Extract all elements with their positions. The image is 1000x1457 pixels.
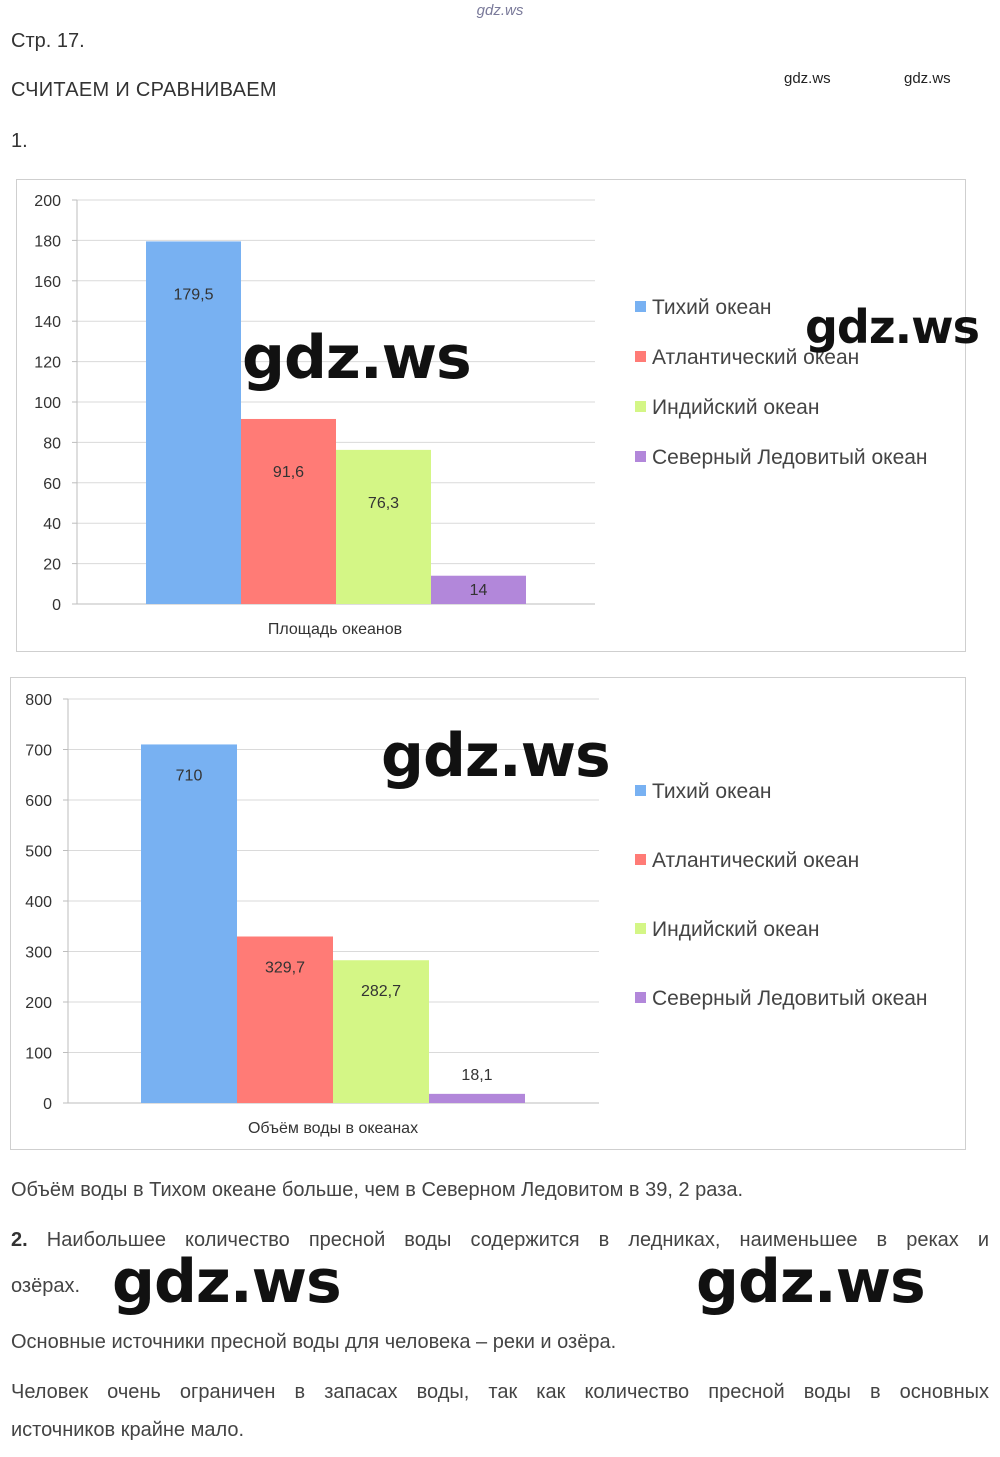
legend-label: Атлантический океан bbox=[652, 849, 860, 872]
chart-legend: Тихий океан Атлантический океан Индийский … bbox=[635, 296, 955, 496]
y-tick-label: 0 bbox=[52, 597, 61, 614]
legend-swatch bbox=[635, 401, 646, 412]
bar-северный-ледовитый-океан bbox=[431, 575, 526, 604]
legend-label: Северный Ледовитый океан bbox=[652, 987, 928, 1010]
chart-volume-svg: 0 100 200 300 400 500 600 700 800 710 329,7 282,7 18… bbox=[25, 692, 599, 1137]
paragraph-task-2-line-1: 2. Наибольшее количество пресной воды со… bbox=[11, 1230, 989, 1250]
paragraph-task-2-line-2: озёрах. bbox=[11, 1275, 80, 1297]
legend-item-северный-ледовитый-океан: Северный Ледовитый океан bbox=[635, 987, 928, 1011]
chart-legend: Тихий океан Атлантический океан Индийский … bbox=[635, 780, 960, 1030]
y-tick-label: 200 bbox=[25, 995, 52, 1012]
data-label-атлантический-океан: 91,6 bbox=[273, 464, 304, 481]
legend-item-тихий-океан: Тихий океан bbox=[635, 780, 772, 804]
section-title: СЧИТАЕМ И СРАВНИВАЕМ bbox=[11, 79, 277, 101]
watermark-chart1-center: gdz.ws bbox=[242, 323, 472, 393]
y-tick-label: 40 bbox=[43, 516, 61, 533]
y-tick-label: 20 bbox=[43, 557, 61, 574]
data-label-индийский-океан: 76,3 bbox=[368, 495, 399, 512]
y-tick-label: 120 bbox=[34, 355, 61, 372]
legend-label: Атлантический океан bbox=[652, 346, 860, 369]
bar-тихий-океан bbox=[141, 744, 237, 1103]
y-tick-label: 80 bbox=[43, 435, 61, 452]
data-label-северный-ледовитый-океан: 18,1 bbox=[461, 1067, 492, 1084]
legend-item-атлантический-океан: Атлантический океан bbox=[635, 849, 859, 873]
top-watermark: gdz.ws bbox=[476, 2, 524, 19]
y-tick-label: 0 bbox=[43, 1096, 52, 1113]
y-tick-label: 600 bbox=[25, 793, 52, 810]
legend-item-северный-ледовитый-океан: Северный Ледовитый океан bbox=[635, 446, 928, 470]
y-tick-label: 700 bbox=[25, 743, 52, 760]
paragraph-water-limits-line-1: Человек очень ограничен в запасах воды, … bbox=[11, 1381, 989, 1403]
legend-label: Индийский океан bbox=[652, 396, 820, 419]
chart-area-svg: 0 20 40 60 80 100 120 140 160 180 200 179,5 91,6 76,3… bbox=[34, 193, 595, 638]
watermark-text-left: gdz.ws bbox=[112, 1247, 342, 1317]
x-category-label: Объём воды в океанах bbox=[248, 1120, 418, 1137]
legend-swatch bbox=[635, 351, 646, 362]
small-watermark-1: gdz.ws bbox=[784, 70, 831, 87]
bar-атлантический-океан bbox=[237, 936, 333, 1103]
y-tick-label: 140 bbox=[34, 314, 61, 331]
y-tick-label: 160 bbox=[34, 274, 61, 291]
paragraph-water-limits-line-2: источников крайне мало. bbox=[11, 1419, 245, 1441]
legend-swatch bbox=[635, 992, 646, 1003]
watermark-chart1-right: gdz.ws bbox=[805, 300, 980, 354]
y-tick-label: 300 bbox=[25, 945, 52, 962]
y-tick-label: 60 bbox=[43, 476, 61, 493]
y-tick-label: 180 bbox=[34, 233, 61, 250]
watermark-text-right: gdz.ws bbox=[696, 1247, 926, 1317]
data-label-северный-ледовитый-океан: 14 bbox=[470, 582, 488, 599]
task-2-label: 2. bbox=[11, 1229, 28, 1251]
legend-swatch bbox=[635, 854, 646, 865]
y-tick-label: 800 bbox=[25, 692, 52, 709]
data-label-индийский-океан: 282,7 bbox=[361, 983, 401, 1000]
y-tick-label: 200 bbox=[34, 193, 61, 210]
legend-swatch bbox=[635, 785, 646, 796]
y-tick-label: 500 bbox=[25, 844, 52, 861]
bar-атлантический-океан bbox=[241, 418, 336, 604]
paragraph-fresh-water-sources: Основные источники пресной воды для чело… bbox=[11, 1331, 617, 1353]
legend-item-индийский-океан: Индийский океан bbox=[635, 396, 819, 420]
legend-label: Тихий океан bbox=[652, 780, 772, 803]
paragraph-volume-ratio: Объём воды в Тихом океане больше, чем в … bbox=[11, 1179, 744, 1201]
bar-тихий-океан bbox=[146, 241, 241, 604]
bar-индийский-океан bbox=[333, 960, 429, 1103]
bar-северный-ледовитый-океан bbox=[429, 1093, 525, 1103]
legend-swatch bbox=[635, 301, 646, 312]
chart-volume-oceans: 0 100 200 300 400 500 600 700 800 710 329,7 282,7 18… bbox=[10, 677, 966, 1150]
data-label-тихий-океан: 179,5 bbox=[173, 286, 213, 303]
y-tick-label: 100 bbox=[25, 1046, 52, 1063]
legend-label: Индийский океан bbox=[652, 918, 820, 941]
page-number: Стр. 17. bbox=[11, 30, 85, 52]
legend-label: Тихий океан bbox=[652, 296, 772, 319]
task-1-label: 1. bbox=[11, 130, 28, 152]
task-2-text: Наибольшее количество пресной воды содер… bbox=[46, 1229, 990, 1251]
legend-item-тихий-океан: Тихий океан bbox=[635, 296, 772, 320]
legend-swatch bbox=[635, 451, 646, 462]
legend-swatch bbox=[635, 923, 646, 934]
legend-item-индийский-океан: Индийский океан bbox=[635, 918, 819, 942]
chart-area-oceans: 0 20 40 60 80 100 120 140 160 180 200 179,5 91,6 76,3… bbox=[16, 179, 980, 652]
small-watermark-2: gdz.ws bbox=[904, 70, 951, 87]
bar-индийский-океан bbox=[336, 449, 431, 604]
legend-item-атлантический-океан: Атлантический океан bbox=[635, 346, 859, 370]
y-tick-label: 400 bbox=[25, 894, 52, 911]
legend-label: Северный Ледовитый океан bbox=[652, 446, 928, 469]
y-tick-label: 100 bbox=[34, 395, 61, 412]
data-label-атлантический-океан: 329,7 bbox=[265, 960, 305, 977]
x-category-label: Площадь океанов bbox=[268, 621, 402, 638]
watermark-chart2-center: gdz.ws bbox=[381, 721, 611, 791]
data-label-тихий-океан: 710 bbox=[176, 767, 203, 784]
